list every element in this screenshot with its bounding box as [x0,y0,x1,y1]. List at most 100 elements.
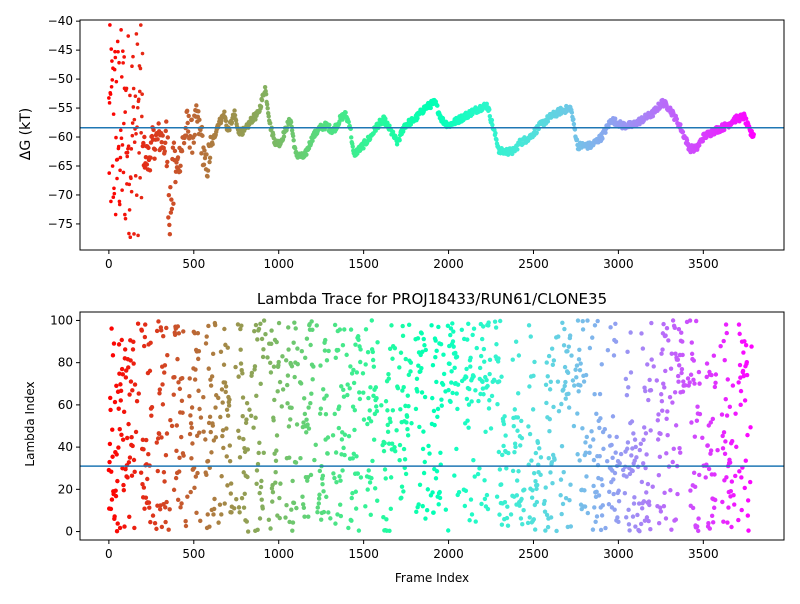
lambda-point [450,321,455,326]
lambda-point [665,409,670,414]
lambda-point [744,372,750,378]
lambda-point [346,525,351,531]
delta-g-point [119,28,123,32]
lambda-point [549,346,555,351]
lambda-point [680,389,686,394]
lambda-point [561,469,566,475]
lambda-point [306,426,312,431]
delta-g-point [383,116,388,121]
lambda-point [546,455,551,461]
delta-g-point [117,60,121,65]
lambda-point [162,363,168,368]
lambda-point [301,505,307,510]
lambda-point [323,411,329,417]
lambda-point [189,405,195,410]
delta-g-point [484,101,489,107]
lambda-point [691,377,696,383]
lambda-point [130,443,135,449]
delta-g-point [114,79,119,84]
lambda-point [156,431,162,437]
lambda-point [593,519,598,524]
lambda-point [431,510,436,515]
lambda-point [583,450,588,455]
lambda-point [616,498,622,504]
delta-g-point [107,101,112,105]
lambda-point [354,454,359,459]
lambda-point [455,406,460,412]
lambda-point [591,437,596,442]
lambda-point [473,519,478,524]
lambda-y-ticks: 0 20 40 60 80 100 [50,313,80,539]
lambda-point [659,399,665,404]
delta-g-point [253,117,258,122]
lambda-point [661,321,666,327]
delta-g-point [138,176,142,180]
lambda-point [196,388,201,393]
lambda-point [582,488,587,493]
delta-g-point [126,34,131,38]
lambda-point [689,420,694,425]
lambda-point [535,440,541,445]
lambda-point [632,458,637,463]
delta-g-point [126,144,131,148]
lambda-point [631,501,637,506]
delta-g-point [304,152,309,157]
lambda-point [419,331,424,336]
lambda-point [172,332,178,337]
delta-g-point [205,168,211,173]
lambda-point [703,475,708,480]
lambda-point [422,394,428,400]
lambda-point [197,430,202,435]
lambda-point [594,489,599,495]
lambda-point [633,444,638,450]
lambda-point [569,353,574,358]
lambda-point [109,469,114,474]
delta-g-point [262,84,268,90]
lambda-point [176,331,182,336]
lambda-point [482,359,487,364]
lambda-point [112,514,117,519]
lambda-point [138,470,144,475]
lambda-point [538,455,544,460]
lambda-point [526,424,531,429]
lambda-point [454,391,459,396]
lambda-point [448,399,453,404]
lambda-point [126,460,132,465]
lambda-point [335,347,341,353]
delta-g-point [569,110,575,115]
lambda-point [517,503,522,508]
lambda-point [322,396,327,401]
lambda-point [558,493,563,498]
lambda-point [157,507,163,512]
lambda-point [318,363,323,368]
lambda-point [234,496,239,502]
lambda-point [733,411,738,416]
lambda-point [305,478,310,483]
lambda-point [423,516,428,521]
lambda-point [285,373,291,378]
x-tick-label: 500 [182,257,205,271]
lambda-point [385,422,390,428]
delta-g-point [113,49,117,54]
lambda-point [389,323,394,328]
lambda-point [317,468,323,474]
lambda-point [649,357,654,362]
delta-g-point [155,137,160,142]
lambda-point [196,356,201,362]
lambda-point [315,509,320,515]
x-tick-label: 2500 [518,257,549,271]
lambda-point [140,437,146,443]
lambda-point [425,487,431,492]
lambda-point [326,510,331,515]
lambda-point [504,466,509,471]
lambda-point [641,461,646,466]
lambda-point [707,526,712,531]
lambda-point [260,354,266,360]
delta-g-point [149,133,155,139]
delta-g-point [152,147,158,152]
delta-g-point [169,206,175,212]
lambda-point [273,458,279,463]
lambda-point [144,437,149,443]
lambda-point [518,443,523,448]
lambda-point [607,489,612,494]
